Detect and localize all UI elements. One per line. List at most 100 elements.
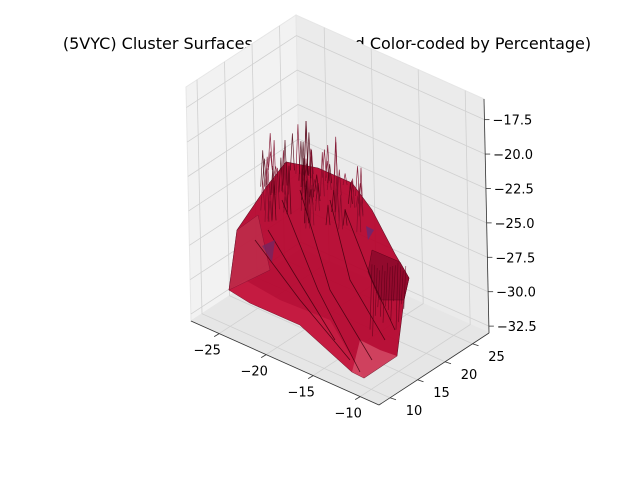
surface-streak <box>369 264 373 330</box>
surface-ridge-line <box>303 120 309 175</box>
surface-ridge-line <box>325 144 331 178</box>
surface-streak <box>385 262 388 307</box>
surface-ridge-line <box>260 180 266 211</box>
y-tick-mark <box>417 379 424 383</box>
surface-streak <box>393 265 396 302</box>
surface-ridge-line <box>295 124 301 174</box>
y-tick-label: 15 <box>433 386 450 401</box>
y-tick-mark <box>472 343 479 347</box>
surface-ridge-line <box>282 139 288 186</box>
surface-crease-line <box>299 189 373 361</box>
surface-ridge-line <box>264 156 270 188</box>
surface-crease-line <box>254 239 351 361</box>
surface-ridge-line <box>342 173 348 186</box>
surface-ridge-line <box>322 149 327 178</box>
surface-crease-line <box>344 209 396 331</box>
surface-ridge-line <box>298 141 304 181</box>
surface-ridge-line <box>331 189 337 213</box>
surface-ridge-line <box>358 199 364 217</box>
y-tick-mark <box>444 361 452 365</box>
surface-ridge-line <box>355 195 361 208</box>
surface-ridge-line <box>271 180 277 221</box>
surface-streak <box>377 270 381 308</box>
surface-ridge-line <box>333 142 339 195</box>
surface-ridge-line <box>267 200 273 222</box>
surface-ridge-line <box>348 183 353 204</box>
grid-line-z <box>187 104 487 189</box>
x-tick-label: −20 <box>240 365 267 380</box>
surface-crease-line <box>267 229 336 341</box>
surface-facet-pink <box>352 340 397 378</box>
surface-ridge-line <box>308 148 314 175</box>
z-tick-label: −27.5 <box>495 251 535 266</box>
surface-ridge-line <box>325 204 331 226</box>
axis-lines <box>190 98 494 406</box>
z-axis-line <box>483 98 490 334</box>
surface-ridge-line <box>290 133 295 171</box>
surface-streak <box>372 265 375 337</box>
surface-patch-purple <box>262 240 275 262</box>
grid-line-x <box>359 90 471 397</box>
z-tick-label: −22.5 <box>494 182 534 197</box>
z-tick-label: −32.5 <box>497 320 537 335</box>
x-tick-label: −10 <box>334 407 361 422</box>
grid-line-z <box>186 35 485 120</box>
grid-line-y <box>196 79 391 399</box>
surface-ridge-line <box>273 166 279 177</box>
tick-labels: −25 −20 −15 −10 10 15 20 25 −17.5 −20.0 −22.5 −25.0… <box>193 114 536 422</box>
surface-ridge-line <box>342 208 348 226</box>
surface-ridge-line <box>309 149 314 198</box>
surface-ridge-line <box>267 133 273 168</box>
surface-ridge-line <box>264 168 270 222</box>
surface-ridge-line <box>260 150 266 187</box>
y-axis-line <box>378 332 490 406</box>
surface-streak <box>390 266 394 321</box>
y-tick-label: 20 <box>461 368 478 383</box>
surface-streak <box>395 262 399 330</box>
surface-streak <box>387 266 391 311</box>
x-tick-mark <box>260 354 267 358</box>
y-tick-mark <box>389 397 397 401</box>
surface-ridge-line <box>356 183 362 233</box>
x-tick-label: −25 <box>193 344 220 359</box>
surface-patch-purple <box>366 226 374 240</box>
surface-streak <box>400 270 404 305</box>
z-tick-label: −20.0 <box>493 148 533 163</box>
surface-ridge-line <box>327 164 333 184</box>
surface-ridge-line <box>301 158 306 200</box>
surface-ridge-line <box>267 151 273 171</box>
surface-streak <box>374 267 378 316</box>
surface-ridge-line <box>338 194 344 230</box>
surface-ridge-line <box>309 184 315 226</box>
surface-ridge-line <box>304 180 309 224</box>
surface-ridge-line <box>319 152 325 197</box>
surface-ridge-line <box>271 140 277 194</box>
x-tick-mark <box>213 333 220 337</box>
y-tick-label: 10 <box>406 404 423 419</box>
surface-ridge-line <box>275 167 280 210</box>
z-tick-label: −17.5 <box>492 114 532 129</box>
surface-crease-line <box>281 199 361 373</box>
grid-line-z <box>186 69 486 155</box>
surface-ridge-line <box>334 188 340 222</box>
surface-ridge-line <box>309 151 314 175</box>
surface-ridge-line <box>350 178 355 208</box>
y-tick-label: 25 <box>488 350 505 365</box>
surface-ridge-line <box>358 167 364 216</box>
x-tick-label: −15 <box>287 386 314 401</box>
x-axis-line <box>190 320 380 406</box>
surface-ridge-line <box>315 183 320 211</box>
cluster-surface <box>228 120 410 379</box>
z-tick-label: −25.0 <box>495 217 535 232</box>
surface-ridge-line <box>286 165 292 215</box>
surface-ridge-line <box>281 150 286 192</box>
x-tick-mark <box>307 375 314 379</box>
surface-streak <box>382 270 386 323</box>
x-tick-mark <box>354 396 361 400</box>
surface-streak <box>380 265 383 317</box>
surface-streak <box>398 266 401 323</box>
surface-front-face <box>229 280 364 378</box>
surface-ridge-line <box>312 179 318 191</box>
